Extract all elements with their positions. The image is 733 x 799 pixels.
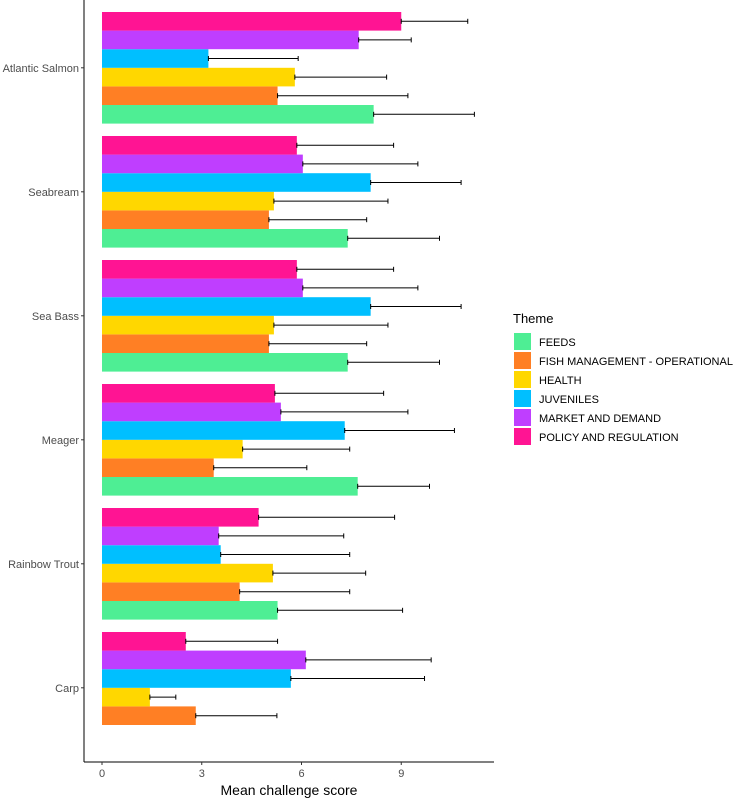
bar <box>102 669 291 688</box>
bar <box>102 384 275 403</box>
category-label: Sea Bass <box>32 311 80 323</box>
legend-key <box>514 428 531 445</box>
bars-layer <box>102 12 475 725</box>
category-label: Rainbow Trout <box>8 559 79 571</box>
bar <box>102 173 371 192</box>
bar <box>102 458 214 477</box>
legend-key <box>514 390 531 407</box>
bar <box>102 439 243 459</box>
bar <box>102 632 186 651</box>
bar <box>102 297 371 316</box>
bar <box>102 49 209 68</box>
bar <box>102 278 303 298</box>
x-tick-label: 0 <box>99 768 105 780</box>
bar <box>102 315 274 335</box>
bar <box>102 105 374 124</box>
bar <box>102 12 402 31</box>
legend-title: Theme <box>513 311 553 326</box>
bar <box>102 260 297 279</box>
bar <box>102 526 219 546</box>
y-categories: Atlantic Salmon Seabream Sea Bass Meager Rai… <box>3 63 84 695</box>
category-label: Carp <box>55 683 79 695</box>
legend-key <box>514 333 531 350</box>
bar <box>102 545 221 564</box>
x-ticks: 0 3 6 9 <box>99 762 404 780</box>
bar <box>102 477 358 496</box>
bar <box>102 154 303 174</box>
x-tick-label: 6 <box>298 768 304 780</box>
bar <box>102 136 297 155</box>
bar <box>102 563 273 583</box>
bar <box>102 601 278 620</box>
bar <box>102 210 269 229</box>
category-label: Meager <box>42 435 80 447</box>
legend-key <box>514 352 531 369</box>
bar <box>102 86 278 105</box>
x-axis-label: Mean challenge score <box>221 782 358 798</box>
bar <box>102 191 274 211</box>
bar <box>102 402 281 422</box>
bar <box>102 706 196 725</box>
legend-label: POLICY AND REGULATION <box>539 432 679 444</box>
bar <box>102 67 295 87</box>
legend: Theme FEEDS FISH MANAGEMENT - OPERATIONAL… <box>513 311 733 445</box>
bar <box>102 229 348 248</box>
x-tick-label: 9 <box>398 768 404 780</box>
legend-label: FEEDS <box>539 337 576 349</box>
x-tick-label: 3 <box>199 768 205 780</box>
legend-label: JUVENILES <box>539 394 599 406</box>
legend-label: FISH MANAGEMENT - OPERATIONAL <box>539 356 733 368</box>
bar <box>102 334 269 353</box>
bar <box>102 30 359 50</box>
category-label: Atlantic Salmon <box>3 63 79 75</box>
bar <box>102 508 259 527</box>
bar <box>102 582 240 601</box>
bar <box>102 421 345 440</box>
category-label: Seabream <box>28 187 79 199</box>
legend-label: HEALTH <box>539 375 582 387</box>
legend-label: MARKET AND DEMAND <box>539 413 661 425</box>
bar <box>102 650 306 670</box>
bar <box>102 687 150 707</box>
legend-key <box>514 409 531 426</box>
legend-key <box>514 371 531 388</box>
bar <box>102 353 348 372</box>
